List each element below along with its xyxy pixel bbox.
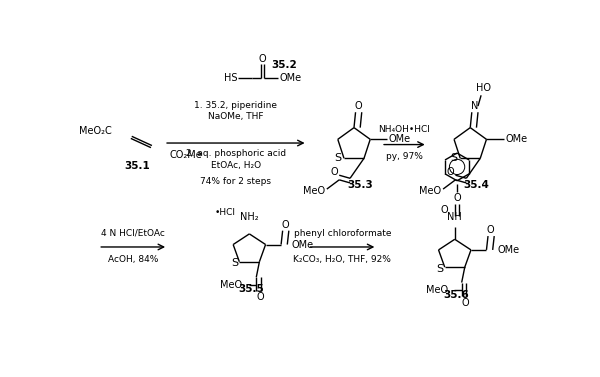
Text: O: O bbox=[462, 297, 469, 308]
Text: S: S bbox=[231, 258, 238, 268]
Text: py, 97%: py, 97% bbox=[386, 152, 423, 161]
Text: CO₂Me: CO₂Me bbox=[170, 150, 202, 160]
Text: OMe: OMe bbox=[497, 245, 520, 255]
Text: S: S bbox=[334, 153, 341, 163]
Text: O: O bbox=[330, 167, 338, 177]
Text: 35.3: 35.3 bbox=[347, 179, 373, 190]
Text: 35.1: 35.1 bbox=[124, 161, 150, 171]
Text: 2. aq. phosphoric acid
EtOAc, H₂O: 2. aq. phosphoric acid EtOAc, H₂O bbox=[186, 149, 286, 170]
Text: O: O bbox=[354, 101, 362, 111]
Text: 74% for 2 steps: 74% for 2 steps bbox=[200, 177, 271, 186]
Text: MeO: MeO bbox=[303, 185, 325, 196]
Text: 35.4: 35.4 bbox=[464, 179, 490, 190]
Text: phenyl chloroformate: phenyl chloroformate bbox=[293, 229, 391, 238]
Text: 4 N HCl/EtOAc: 4 N HCl/EtOAc bbox=[101, 229, 165, 238]
Text: O: O bbox=[441, 205, 449, 215]
Text: 35.6: 35.6 bbox=[443, 290, 469, 300]
Text: S: S bbox=[437, 264, 443, 274]
Text: S: S bbox=[451, 153, 458, 163]
Text: OMe: OMe bbox=[505, 134, 527, 144]
Text: OMe: OMe bbox=[389, 134, 411, 144]
Text: •HCl: •HCl bbox=[214, 208, 235, 217]
Text: K₂CO₃, H₂O, THF, 92%: K₂CO₃, H₂O, THF, 92% bbox=[293, 255, 391, 264]
Text: MeO₂C: MeO₂C bbox=[79, 126, 112, 136]
Text: HO: HO bbox=[476, 83, 491, 93]
Text: MeO: MeO bbox=[220, 280, 242, 290]
Text: OMe: OMe bbox=[292, 239, 314, 250]
Text: N: N bbox=[471, 101, 479, 111]
Text: 35.5: 35.5 bbox=[238, 284, 264, 294]
Text: O: O bbox=[259, 54, 266, 64]
Text: NH₄OH•HCl: NH₄OH•HCl bbox=[379, 125, 430, 134]
Text: 1. 35.2, piperidine
NaOMe, THF: 1. 35.2, piperidine NaOMe, THF bbox=[194, 101, 277, 121]
Text: O: O bbox=[446, 167, 454, 177]
Text: 35.2: 35.2 bbox=[271, 60, 297, 70]
Text: HS: HS bbox=[224, 73, 238, 83]
Text: NH: NH bbox=[448, 212, 462, 222]
Text: AcOH, 84%: AcOH, 84% bbox=[108, 255, 158, 264]
Text: OMe: OMe bbox=[280, 73, 302, 83]
Text: O: O bbox=[487, 225, 494, 235]
Text: O: O bbox=[256, 292, 264, 302]
Text: MeO: MeO bbox=[425, 285, 448, 295]
Text: NH₂: NH₂ bbox=[240, 211, 259, 222]
Text: O: O bbox=[281, 219, 289, 230]
Text: MeO: MeO bbox=[419, 185, 442, 196]
Text: O: O bbox=[453, 193, 461, 203]
